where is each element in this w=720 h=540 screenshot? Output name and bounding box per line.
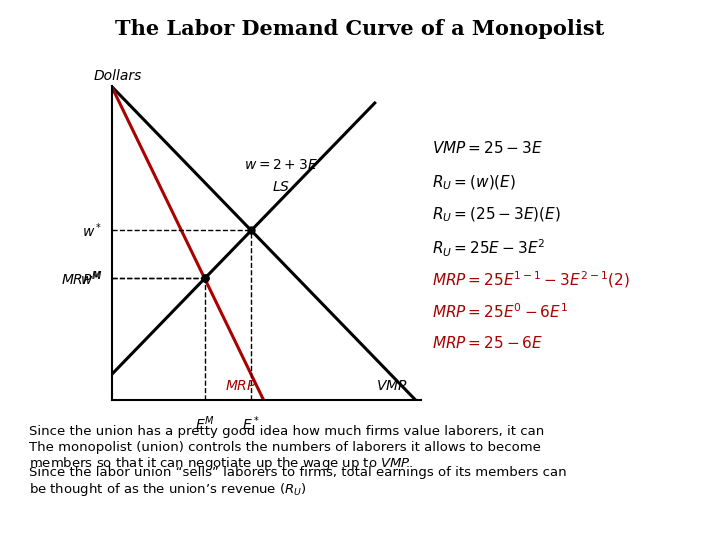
Text: $MRP = 25E^{1-1} - 3E^{2-1}(2)$: $MRP = 25E^{1-1} - 3E^{2-1}(2)$ bbox=[432, 269, 629, 291]
Text: The Labor Demand Curve of a Monopolist: The Labor Demand Curve of a Monopolist bbox=[115, 19, 605, 39]
Text: $\mathit{VMP} = 25 - 3E$: $\mathit{VMP} = 25 - 3E$ bbox=[432, 140, 543, 156]
Text: $MRP = 25E^0 - 6E^1$: $MRP = 25E^0 - 6E^1$ bbox=[432, 302, 568, 321]
Text: $VMP$: $VMP$ bbox=[376, 379, 408, 393]
Text: $MRP^M$: $MRP^M$ bbox=[61, 269, 102, 288]
Text: Dollars: Dollars bbox=[94, 69, 142, 83]
Text: $E^*$: $E^*$ bbox=[242, 415, 260, 433]
Text: $R_U = 25E - 3E^2$: $R_U = 25E - 3E^2$ bbox=[432, 237, 546, 259]
Text: be thought of as the union’s revenue ($R_U$): be thought of as the union’s revenue ($R… bbox=[29, 481, 307, 498]
Text: $w^M$: $w^M$ bbox=[81, 269, 102, 288]
Text: $MRP = 25 - 6E$: $MRP = 25 - 6E$ bbox=[432, 335, 543, 351]
Text: $MRP$: $MRP$ bbox=[225, 379, 256, 393]
Text: $w^*$: $w^*$ bbox=[82, 221, 102, 240]
Text: $LS$: $LS$ bbox=[272, 180, 290, 194]
Text: Since the labor union “sells” laborers to firms, total earnings of its members c: Since the labor union “sells” laborers t… bbox=[29, 466, 567, 479]
Text: Since the union has a pretty good idea how much firms value laborers, it can: Since the union has a pretty good idea h… bbox=[29, 425, 544, 438]
Text: members so that it can negotiate up the wage up to $\mathit{VMP}$.: members so that it can negotiate up the … bbox=[29, 455, 413, 472]
Text: $w = 2 + 3E$: $w = 2 + 3E$ bbox=[244, 158, 318, 172]
Text: $R_U = (w)(E)$: $R_U = (w)(E)$ bbox=[432, 174, 516, 192]
Text: $R_U = (25 - 3E)(E)$: $R_U = (25 - 3E)(E)$ bbox=[432, 206, 561, 224]
Text: $E^M$: $E^M$ bbox=[194, 415, 215, 433]
Text: The monopolist (union) controls the numbers of laborers it allows to become: The monopolist (union) controls the numb… bbox=[29, 441, 541, 454]
